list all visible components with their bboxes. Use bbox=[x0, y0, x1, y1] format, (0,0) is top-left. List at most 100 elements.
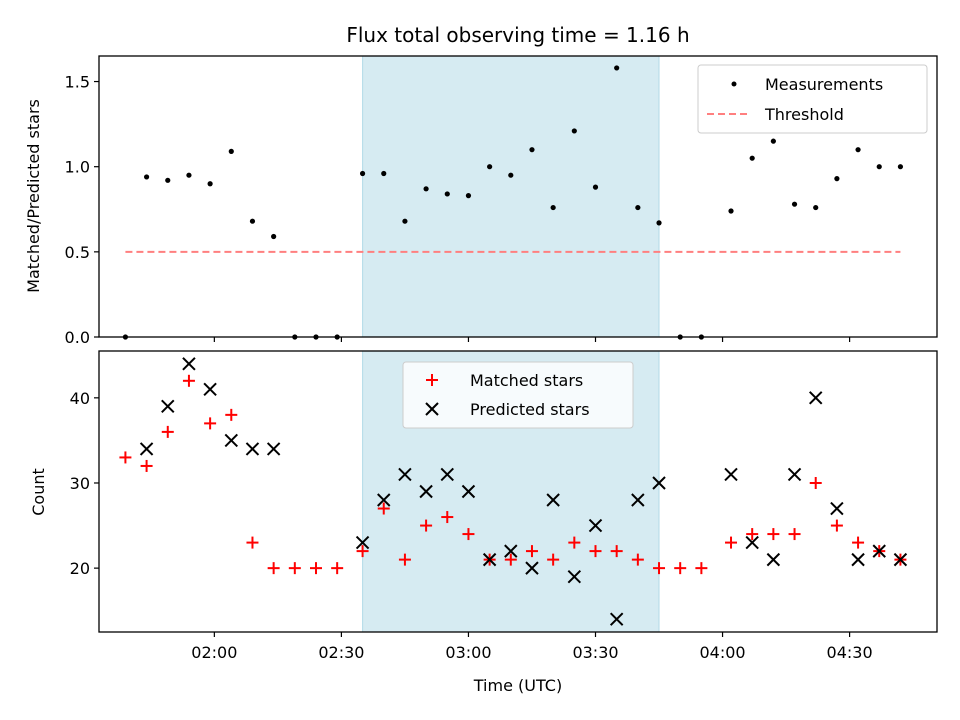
matched-star-marker bbox=[547, 553, 560, 566]
measurement-point bbox=[465, 193, 472, 199]
matched-star-marker bbox=[610, 545, 623, 558]
measurement-point bbox=[271, 233, 277, 240]
predicted-star-marker bbox=[893, 552, 908, 567]
measurement-point bbox=[402, 218, 408, 224]
predicted-star-marker bbox=[809, 391, 823, 405]
predicted-star-marker bbox=[182, 357, 196, 371]
matched-star-marker bbox=[653, 562, 666, 575]
measurement-point bbox=[444, 191, 450, 197]
predicted-star-marker bbox=[419, 484, 433, 499]
predicted-star-marker bbox=[203, 382, 217, 397]
measurement-point bbox=[728, 208, 734, 214]
measurement-point bbox=[855, 147, 861, 153]
legend-marker-measurements bbox=[731, 81, 737, 87]
ratio-legend: Measurements Threshold bbox=[697, 64, 928, 134]
measurement-point bbox=[571, 128, 577, 134]
matched-star-marker bbox=[377, 502, 390, 515]
matched-star-marker bbox=[420, 519, 433, 532]
measurement-point bbox=[186, 172, 192, 178]
measurement-point bbox=[207, 181, 213, 187]
observing-window-shade-top bbox=[362, 55, 660, 338]
matched-star-marker bbox=[119, 451, 132, 464]
predicted-star-marker bbox=[461, 484, 476, 499]
predicted-star-marker bbox=[504, 544, 518, 558]
predicted-star-marker bbox=[787, 467, 802, 482]
predicted-star-markers bbox=[139, 357, 908, 626]
measurement-point bbox=[487, 164, 493, 170]
ratio-y-tick-label: 1.0 bbox=[65, 158, 90, 177]
legend-marker-matched bbox=[426, 374, 438, 386]
matched-star-marker bbox=[225, 408, 238, 421]
predicted-star-marker bbox=[161, 399, 175, 414]
x-tick-label: 02:00 bbox=[191, 643, 237, 662]
measurement-point bbox=[359, 170, 366, 177]
predicted-star-marker bbox=[377, 493, 391, 507]
ratio-y-tick-label: 1.5 bbox=[65, 73, 90, 92]
legend-label-predicted: Predicted stars bbox=[470, 400, 590, 419]
measurement-point bbox=[508, 172, 514, 178]
predicted-star-marker bbox=[652, 476, 666, 490]
predicted-star-marker bbox=[355, 535, 370, 550]
ratio-panel: 0.0 0.5 1.0 1.5 Matched/Predicted stars Mea… bbox=[24, 55, 938, 347]
measurement-point bbox=[876, 164, 882, 170]
x-axis-label: Time (UTC) bbox=[473, 676, 562, 695]
measurement-point bbox=[770, 138, 776, 144]
measurement-point bbox=[834, 176, 840, 182]
chart-title: Flux total observing time = 1.16 h bbox=[346, 23, 689, 47]
matched-star-marker bbox=[182, 374, 195, 387]
predicted-star-marker bbox=[245, 442, 260, 456]
matched-star-marker bbox=[288, 562, 301, 575]
predicted-star-marker bbox=[745, 535, 759, 550]
x-tick-label: 04:30 bbox=[827, 643, 873, 662]
ratio-y-tick-label: 0.5 bbox=[65, 243, 90, 262]
measurement-point bbox=[897, 164, 904, 170]
legend-label-matched: Matched stars bbox=[470, 371, 583, 390]
measurement-point bbox=[228, 148, 234, 154]
ratio-y-axis-label: Matched/Predicted stars bbox=[24, 99, 43, 293]
matched-star-marker bbox=[695, 562, 708, 575]
matched-star-marker bbox=[331, 562, 344, 575]
matched-star-marker bbox=[746, 528, 759, 541]
predicted-star-marker bbox=[440, 467, 454, 482]
x-tick-label: 04:00 bbox=[699, 643, 745, 662]
ratio-y-tick-label: 0.0 bbox=[65, 328, 90, 347]
matched-star-marker bbox=[809, 476, 822, 489]
measurement-point bbox=[791, 201, 798, 207]
matched-star-marker bbox=[631, 553, 644, 566]
measurement-point bbox=[749, 155, 755, 161]
count-y-tick-label: 30 bbox=[70, 474, 90, 493]
ratio-panel-frame bbox=[98, 55, 938, 338]
x-tick-label: 02:30 bbox=[318, 643, 364, 662]
measurement-point bbox=[381, 170, 387, 177]
predicted-star-marker bbox=[266, 442, 281, 456]
measurement-point bbox=[635, 204, 641, 211]
predicted-star-marker bbox=[139, 442, 154, 456]
measurement-point bbox=[143, 174, 150, 180]
x-tick-label: 03:00 bbox=[445, 643, 491, 662]
measurement-point bbox=[529, 147, 535, 153]
predicted-star-marker bbox=[588, 518, 603, 533]
matched-star-marker bbox=[568, 536, 581, 549]
predicted-star-marker bbox=[224, 433, 238, 448]
measurement-point bbox=[423, 186, 429, 192]
measurement-point bbox=[592, 184, 599, 190]
matched-star-marker bbox=[398, 553, 411, 566]
matched-star-marker bbox=[356, 545, 369, 558]
x-tick-label: 03:30 bbox=[572, 643, 618, 662]
measurement-point bbox=[813, 204, 819, 211]
matched-star-marker bbox=[246, 536, 259, 549]
measurement-point bbox=[550, 204, 556, 211]
count-panel: 20 30 40 02:00 02:30 03:00 03:30 04:00 04:30 Cou… bbox=[29, 350, 938, 695]
matched-star-marker bbox=[589, 545, 602, 558]
count-legend-box bbox=[402, 361, 634, 429]
matched-star-marker bbox=[674, 562, 687, 575]
matched-star-marker bbox=[852, 536, 865, 549]
measurement-point bbox=[165, 177, 171, 183]
ratio-axis-ticks: 0.0 0.5 1.0 1.5 bbox=[65, 73, 851, 347]
matched-star-marker bbox=[462, 528, 475, 541]
matched-star-marker bbox=[309, 562, 322, 575]
matched-star-marker bbox=[830, 519, 843, 532]
predicted-star-marker bbox=[766, 552, 781, 567]
measurement-point bbox=[249, 218, 256, 224]
count-panel-frame bbox=[98, 350, 938, 633]
